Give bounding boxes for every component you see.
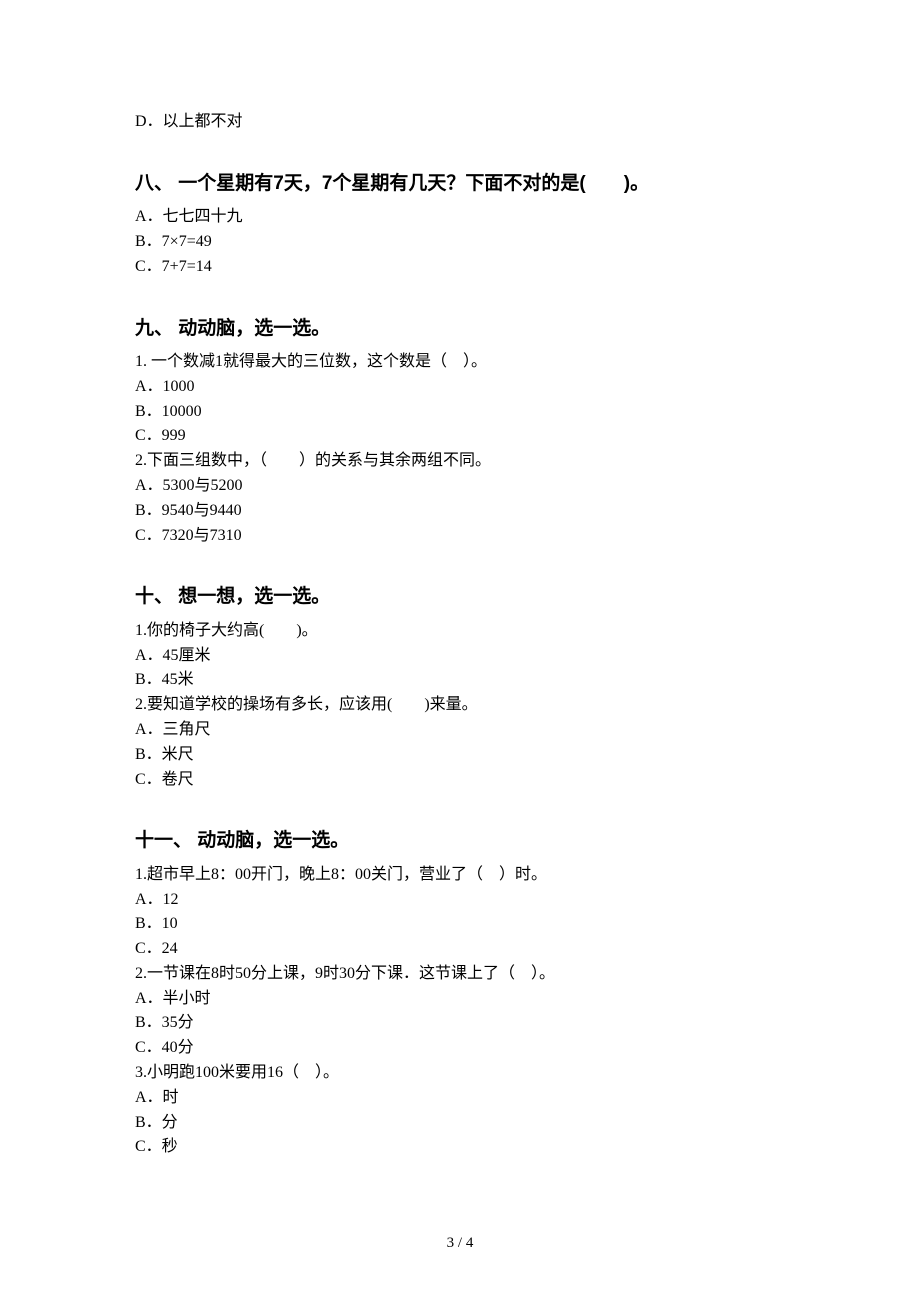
page-number: 3 / 4 — [0, 1235, 920, 1252]
q10-sub2-option-b: B．米尺 — [135, 743, 785, 768]
q9-sub1-stem: 1. 一个数减1就得最大的三位数，这个数是（ ）。 — [135, 350, 785, 375]
q8-title: 八、 一个星期有7天，7个星期有几天？下面不对的是( )。 — [135, 169, 785, 199]
q11-sub3-option-a: A．时 — [135, 1086, 785, 1111]
q8-option-a: A．七七四十九 — [135, 205, 785, 230]
q11-sub1-option-b: B．10 — [135, 912, 785, 937]
q10-sub1-stem: 1.你的椅子大约高( )。 — [135, 619, 785, 644]
q11-sub1-option-a: A．12 — [135, 888, 785, 913]
q8-option-b: B．7×7=49 — [135, 230, 785, 255]
page-content: D．以上都不对 八、 一个星期有7天，7个星期有几天？下面不对的是( )。 A．… — [135, 110, 785, 1160]
q9-sub1-option-b: B．10000 — [135, 400, 785, 425]
q9-sub2-option-c: C．7320与7310 — [135, 524, 785, 549]
q10-sub1-option-b: B．45米 — [135, 668, 785, 693]
q11-sub1-option-c: C．24 — [135, 937, 785, 962]
q11-sub2-option-a: A．半小时 — [135, 987, 785, 1012]
q10-sub2-option-a: A．三角尺 — [135, 718, 785, 743]
q11-sub2-option-b: B．35分 — [135, 1011, 785, 1036]
q10-sub2-stem: 2.要知道学校的操场有多长，应该用( )来量。 — [135, 693, 785, 718]
q11-sub3-option-b: B．分 — [135, 1111, 785, 1136]
q9-sub2-stem: 2.下面三组数中，（ ）的关系与其余两组不同。 — [135, 449, 785, 474]
q9-title: 九、 动动脑，选一选。 — [135, 314, 785, 344]
q11-sub2-option-c: C．40分 — [135, 1036, 785, 1061]
q9-sub2-option-b: B．9540与9440 — [135, 499, 785, 524]
q10-sub1-option-a: A．45厘米 — [135, 644, 785, 669]
q10-sub2-option-c: C．卷尺 — [135, 768, 785, 793]
q11-sub1-stem: 1.超市早上8：00开门，晚上8：00关门，营业了（ ）时。 — [135, 863, 785, 888]
q9-sub1-option-a: A．1000 — [135, 375, 785, 400]
q9-sub2-option-a: A．5300与5200 — [135, 474, 785, 499]
q11-sub3-option-c: C．秒 — [135, 1135, 785, 1160]
q9-sub1-option-c: C．999 — [135, 424, 785, 449]
q11-title: 十一、 动动脑，选一选。 — [135, 826, 785, 856]
q8-option-c: C．7+7=14 — [135, 255, 785, 280]
q7-option-d: D．以上都不对 — [135, 110, 785, 135]
q11-sub3-stem: 3.小明跑100米要用16（ ）。 — [135, 1061, 785, 1086]
q10-title: 十、 想一想，选一选。 — [135, 582, 785, 612]
q11-sub2-stem: 2.一节课在8时50分上课，9时30分下课．这节课上了（ ）。 — [135, 962, 785, 987]
